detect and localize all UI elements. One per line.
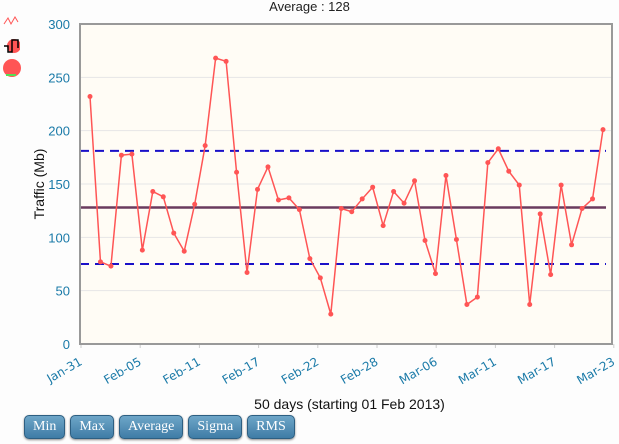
data-point xyxy=(255,186,261,192)
x-tick-label: Feb-28 xyxy=(338,354,380,387)
sigma-button[interactable]: Sigma xyxy=(188,415,243,439)
data-point xyxy=(380,223,386,229)
line-chart: 0 50 100 150 200 250 300 Traffic (Mb) Jan-31 Feb-… xyxy=(31,17,617,387)
data-point xyxy=(453,236,459,242)
data-point xyxy=(87,94,93,100)
x-tick-label: Mar-11 xyxy=(456,354,499,387)
data-point xyxy=(432,271,438,277)
data-point xyxy=(223,58,229,64)
chart-title: Average : 128 xyxy=(269,0,350,14)
x-axis-label: 50 days (starting 01 Feb 2013) xyxy=(254,396,445,412)
pie-chart-icon[interactable] xyxy=(2,58,22,80)
data-point xyxy=(464,302,470,308)
x-tick-label: Jan-31 xyxy=(44,354,85,386)
data-point xyxy=(443,172,449,178)
x-tick-label: Mar-23 xyxy=(574,354,617,387)
data-point xyxy=(150,188,156,194)
data-point xyxy=(234,169,240,175)
data-point xyxy=(181,248,187,254)
data-point xyxy=(275,197,281,203)
data-point xyxy=(412,178,418,184)
data-point xyxy=(569,242,575,248)
data-point xyxy=(171,230,177,236)
data-point xyxy=(192,201,198,207)
data-point xyxy=(213,55,219,61)
rms-button[interactable]: RMS xyxy=(247,415,295,439)
y-tick-label: 50 xyxy=(56,284,70,299)
y-axis-label: Traffic (Mb) xyxy=(31,149,47,220)
data-point xyxy=(590,196,596,202)
y-tick-label: 200 xyxy=(48,124,70,139)
data-point xyxy=(328,311,334,317)
data-point xyxy=(558,182,564,188)
y-tick-label: 250 xyxy=(48,70,70,85)
data-point xyxy=(307,256,313,262)
data-point xyxy=(495,146,501,152)
data-point xyxy=(160,194,166,200)
data-point xyxy=(296,207,302,213)
x-tick-label: Mar-17 xyxy=(515,354,558,387)
average-button[interactable]: Average xyxy=(119,415,184,439)
data-point xyxy=(349,209,355,215)
data-point xyxy=(579,206,585,212)
data-point xyxy=(202,143,208,149)
plot-border xyxy=(79,23,613,345)
data-point xyxy=(600,127,606,133)
data-point xyxy=(338,206,344,212)
line-chart-icon[interactable] xyxy=(2,14,22,36)
x-tick-label: Mar-06 xyxy=(397,354,440,387)
data-point xyxy=(286,195,292,201)
y-tick-label: 100 xyxy=(48,230,70,245)
x-tick-label: Feb-11 xyxy=(161,354,203,387)
data-point xyxy=(359,196,365,202)
x-tick-label: Feb-22 xyxy=(279,354,321,387)
data-point xyxy=(265,164,271,170)
data-point xyxy=(537,211,543,217)
min-button[interactable]: Min xyxy=(24,415,66,439)
y-tick-label: 150 xyxy=(48,177,70,192)
data-point xyxy=(422,238,428,244)
data-point xyxy=(474,294,480,300)
data-point xyxy=(139,247,145,253)
data-point xyxy=(401,200,407,206)
data-point xyxy=(97,259,103,265)
data-point xyxy=(506,168,512,174)
data-point xyxy=(108,263,114,269)
x-tick-label: Feb-05 xyxy=(101,354,143,387)
data-point xyxy=(317,275,323,281)
data-point xyxy=(118,152,124,158)
data-point xyxy=(485,160,491,166)
max-button[interactable]: Max xyxy=(70,415,115,439)
data-point xyxy=(548,272,554,278)
data-point xyxy=(527,302,533,308)
data-point xyxy=(244,270,250,276)
y-tick-label: 300 xyxy=(48,17,70,32)
data-point xyxy=(516,182,522,188)
x-tick-label: Feb-17 xyxy=(220,354,262,387)
data-point xyxy=(391,188,397,194)
data-point xyxy=(370,184,376,190)
bar-chart-icon[interactable] xyxy=(2,36,22,58)
y-tick-label: 0 xyxy=(63,337,70,352)
data-point xyxy=(129,151,135,157)
series-line xyxy=(89,57,604,315)
